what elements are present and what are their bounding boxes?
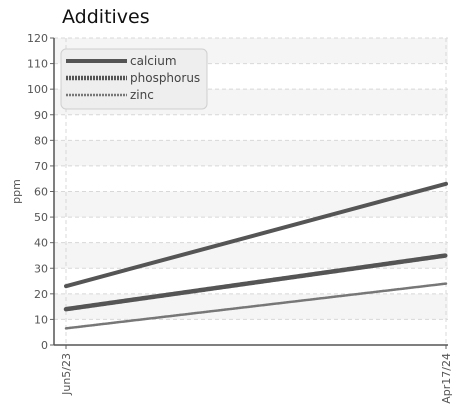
y-tick-label: 70 [34,160,48,173]
y-tick-label: 40 [34,237,48,250]
y-tick-label: 120 [27,32,48,45]
legend-label-zinc: zinc [130,88,154,102]
legend-label-calcium: calcium [130,54,177,68]
x-tick-labels: Jun5/23 Apr17/24 [60,353,453,404]
y-tick-labels: 0 10 20 30 40 50 60 70 80 90 100 110 120 [27,32,48,352]
y-tick-label: 20 [34,288,48,301]
series-line-phosphorus [63,253,449,312]
y-tick-label: 110 [27,58,48,71]
series-line-calcium [64,181,448,289]
y-tick-label: 30 [34,262,48,275]
plot-band [54,140,448,166]
series-line-zinc [64,282,448,330]
legend: calcium phosphorus zinc [60,48,208,110]
series-lines [63,181,449,330]
legend-label-phosphorus: phosphorus [130,71,200,85]
y-tick-label: 90 [34,109,48,122]
y-tick-label: 50 [34,211,48,224]
x-tick-label: Apr17/24 [440,353,453,404]
y-tick-label: 100 [27,83,48,96]
y-axis-title: ppm [10,179,23,204]
y-tick-label: 0 [41,339,48,352]
y-tick-label: 10 [34,313,48,326]
x-tick-label: Jun5/23 [60,353,73,396]
y-tick-label: 60 [34,186,48,199]
y-tick-label: 80 [34,134,48,147]
chart-title: Additives [62,6,150,28]
plot-band [54,191,448,218]
axes [50,37,448,349]
